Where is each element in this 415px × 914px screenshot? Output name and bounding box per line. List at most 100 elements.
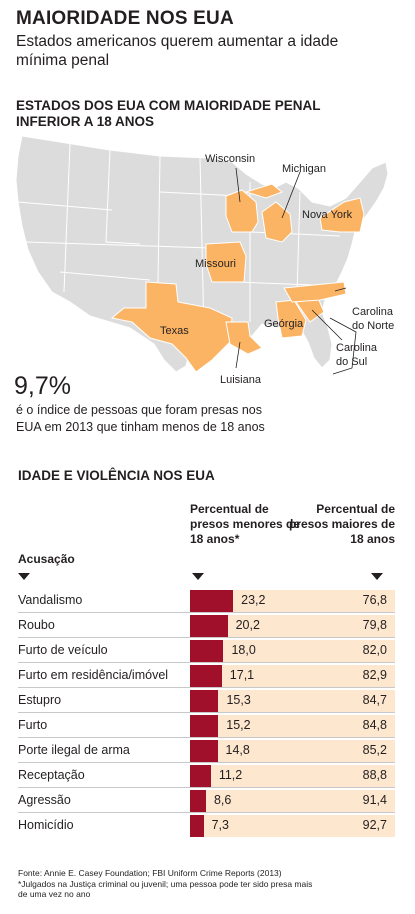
arrow-down-icon — [18, 573, 30, 580]
state-missouri — [205, 241, 247, 283]
table-row: Furto 15,2 84,8 — [0, 714, 415, 738]
table-row: Porte ilegal de arma 14,8 85,2 — [0, 739, 415, 763]
page-title: MAIORIDADE NOS EUA — [16, 8, 234, 29]
value-over-18: 76,8 — [362, 593, 387, 607]
value-under-18: 15,2 — [226, 718, 251, 732]
row-divider — [18, 662, 395, 663]
value-under-18: 18,0 — [231, 643, 256, 657]
bar-over-18 — [190, 690, 395, 712]
row-label: Agressão — [18, 793, 71, 807]
label-carolina-do-norte-1: Carolina — [352, 306, 394, 318]
bar-under-18 — [190, 715, 219, 737]
value-under-18: 11,2 — [218, 768, 243, 782]
label-carolina-do-sul-1: Carolina — [336, 342, 378, 354]
row-label: Furto de veículo — [18, 643, 108, 657]
bar-under-18 — [190, 590, 234, 612]
state-luisiana — [225, 321, 263, 355]
label-georgia: Geórgia — [264, 318, 304, 330]
bar-over-18 — [190, 740, 395, 762]
table-heading: IDADE E VIOLÊNCIA NOS EUA — [18, 468, 215, 483]
bar-over-18 — [190, 815, 395, 837]
footnote: *Julgados na Justiça criminal ou juvenil… — [18, 879, 313, 899]
stat-description: é o índice de pessoas que foram presas n… — [16, 403, 265, 434]
bar-over-18 — [190, 790, 395, 812]
bar-over-18 — [190, 640, 395, 662]
row-divider — [18, 712, 395, 713]
state-michigan — [244, 183, 293, 243]
state-carolina-do-norte — [283, 281, 347, 303]
value-under-18: 20,2 — [235, 618, 260, 632]
label-wisconsin: Wisconsin — [205, 153, 255, 165]
row-label: Roubo — [18, 618, 55, 632]
label-carolina-do-norte-2: do Norte — [352, 320, 394, 332]
row-label: Estupro — [18, 693, 62, 707]
state-texas — [110, 281, 233, 373]
table-row: Vandalismo 23,2 76,8 — [0, 589, 415, 613]
row-divider — [18, 787, 395, 788]
header-under-18: Percentual de presos menores de 18 anos* — [190, 502, 301, 546]
value-over-18: 84,8 — [362, 718, 387, 732]
row-label: Receptação — [18, 768, 85, 782]
state-nova-york — [319, 197, 365, 233]
value-over-18: 91,4 — [362, 793, 387, 807]
label-nova-york: Nova York — [302, 209, 353, 221]
bar-over-18 — [190, 590, 395, 612]
bar-under-18 — [190, 665, 222, 687]
page-subtitle: Estados americanos querem aumentar a ida… — [16, 33, 339, 69]
label-carolina-do-sul-2: do Sul — [336, 356, 367, 368]
table-row: Furto em residência/imóvel 17,1 82,9 — [0, 664, 415, 688]
row-divider — [18, 762, 395, 763]
label-luisiana: Luisiana — [220, 374, 262, 386]
header-acusacao: Acusação — [18, 552, 75, 566]
table-row: Receptação 11,2 88,8 — [0, 764, 415, 788]
bar-over-18 — [190, 615, 395, 637]
map-heading: ESTADOS DOS EUA COM MAIORIDADE PENAL INF… — [16, 98, 321, 129]
bar-under-18 — [190, 790, 206, 812]
source-note: Fonte: Annie E. Casey Foundation; FBI Un… — [18, 868, 282, 878]
table-row: Homicídio 7,3 92,7 — [0, 814, 415, 838]
value-over-18: 79,8 — [362, 618, 387, 632]
leader-lines — [235, 167, 357, 375]
row-divider — [18, 812, 395, 813]
label-texas: Texas — [160, 325, 189, 337]
value-over-18: 84,7 — [362, 693, 387, 707]
value-over-18: 88,8 — [362, 768, 387, 782]
table-row: Estupro 15,3 84,7 — [0, 689, 415, 713]
table-row: Agressão 8,6 91,4 — [0, 789, 415, 813]
row-label: Homicídio — [18, 818, 74, 832]
row-label: Furto — [18, 718, 48, 732]
row-label: Porte ilegal de arma — [18, 743, 130, 757]
value-under-18: 15,3 — [226, 693, 251, 707]
us-map: Wisconsin Michigan Nova York Missouri Te… — [15, 135, 394, 386]
arrow-down-icon — [192, 573, 204, 580]
bar-under-18 — [190, 640, 224, 662]
bar-under-18 — [190, 690, 219, 712]
value-over-18: 82,9 — [362, 668, 387, 682]
label-missouri: Missouri — [195, 258, 236, 270]
bar-under-18 — [190, 815, 204, 837]
value-under-18: 8,6 — [213, 793, 232, 807]
row-label: Furto em residência/imóvel — [18, 668, 169, 682]
table-row: Roubo 20,2 79,8 — [0, 614, 415, 638]
value-over-18: 85,2 — [362, 743, 387, 757]
row-divider — [18, 612, 395, 613]
arrow-down-icon — [371, 573, 383, 580]
header-over-18: Percentual de presos maiores de 18 anos — [288, 502, 395, 546]
row-label: Vandalismo — [18, 593, 83, 607]
row-divider — [18, 637, 395, 638]
bar-under-18 — [190, 765, 211, 787]
value-under-18: 23,2 — [241, 593, 266, 607]
value-under-18: 7,3 — [211, 818, 229, 832]
bar-over-18 — [190, 665, 395, 687]
label-michigan: Michigan — [282, 163, 326, 175]
row-divider — [18, 687, 395, 688]
bar-under-18 — [190, 740, 218, 762]
value-over-18: 82,0 — [362, 643, 387, 657]
value-under-18: 17,1 — [229, 668, 255, 682]
value-under-18: 14,8 — [225, 743, 250, 757]
bar-over-18 — [190, 715, 395, 737]
bar-over-18 — [190, 765, 395, 787]
bar-under-18 — [190, 615, 228, 637]
value-over-18: 92,7 — [362, 818, 387, 832]
table-row: Furto de veículo 18,0 82,0 — [0, 639, 415, 663]
